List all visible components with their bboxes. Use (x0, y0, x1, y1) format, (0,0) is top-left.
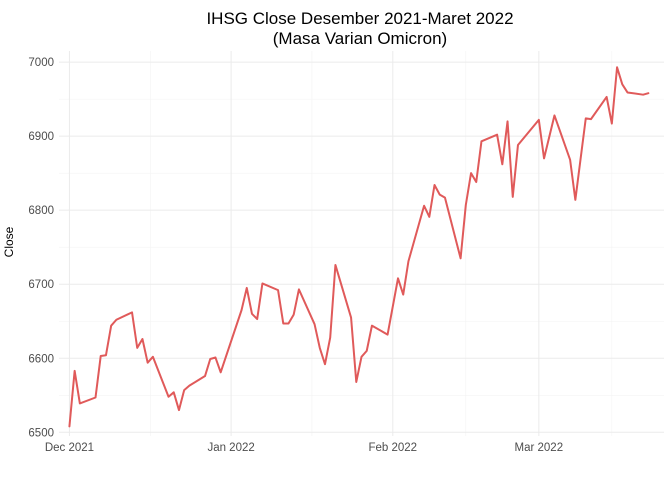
y-tick-label: 6600 (28, 353, 54, 365)
y-tick-label: 6900 (28, 131, 54, 143)
series-line-close (68, 66, 650, 428)
x-tick-label: Mar 2022 (515, 442, 564, 454)
grid (59, 51, 664, 436)
x-tick-label: Dec 2021 (45, 442, 94, 454)
y-tick-label: 6800 (28, 205, 54, 217)
x-tick-label: Jan 2022 (207, 442, 254, 454)
series-layer (68, 66, 650, 428)
chart-subtitle: (Masa Varian Omicron) (273, 29, 447, 48)
y-axis-label: Close (2, 226, 16, 257)
y-tick-label: 6700 (28, 279, 54, 291)
chart-title: IHSG Close Desember 2021-Maret 2022 (206, 9, 513, 28)
y-tick-label: 7000 (28, 57, 54, 69)
y-tick-label: 6500 (28, 427, 54, 439)
tick-labels: 6500 6600 6700 6800 6900 7000 Dec 2021 Jan 2022… (28, 57, 563, 454)
x-tick-label: Feb 2022 (368, 442, 417, 454)
